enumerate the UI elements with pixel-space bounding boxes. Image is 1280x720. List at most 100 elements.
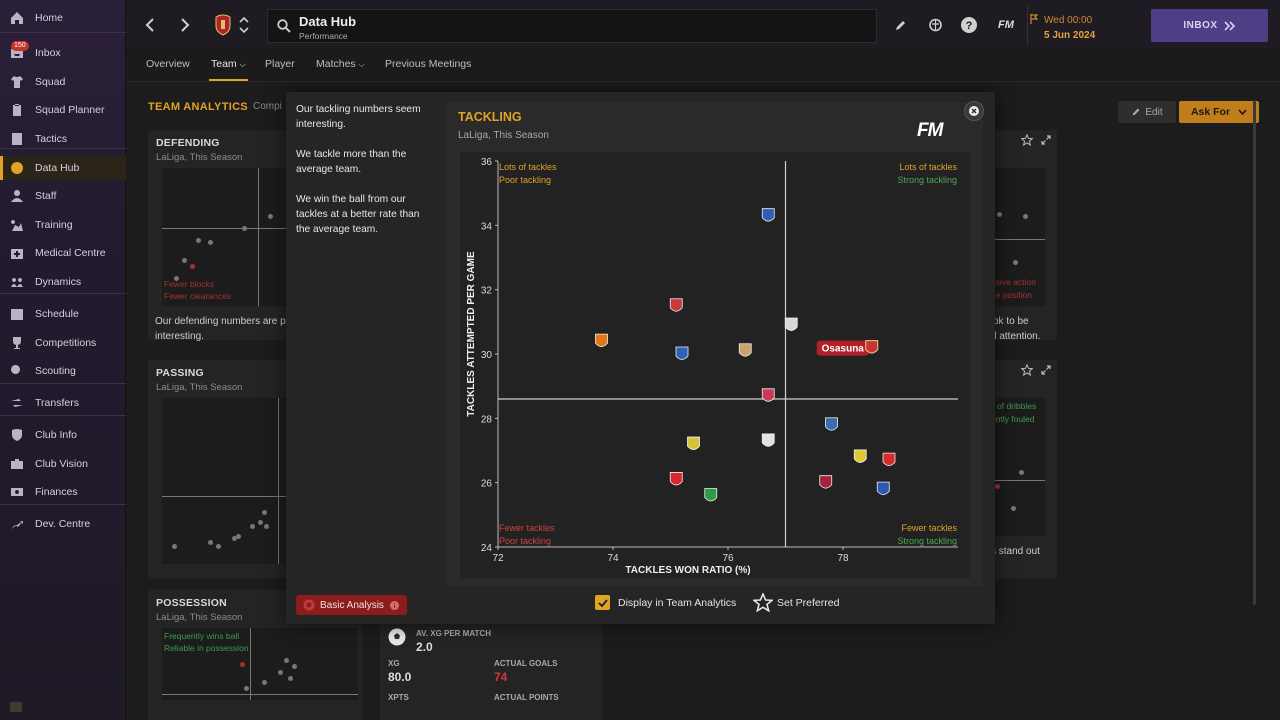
- status-indicator-icon[interactable]: [10, 702, 22, 712]
- sidebar-item-medical-centre[interactable]: Medical Centre: [0, 241, 126, 265]
- shirt-icon: [9, 74, 25, 90]
- team-crest-point[interactable]: [761, 208, 775, 222]
- sidebar-divider: [0, 148, 126, 149]
- sidebar: Home 150 Inbox Squad Squad Planner Tactics Dat…: [0, 0, 126, 720]
- search-box[interactable]: Data Hub Performance: [267, 9, 877, 43]
- sidebar-item-club-info[interactable]: Club Info: [0, 423, 126, 447]
- chevron-updown-icon: [239, 16, 249, 34]
- date-block[interactable]: Wed 00:00 5 Jun 2024: [1027, 6, 1147, 46]
- team-crest-point[interactable]: [687, 436, 700, 450]
- sidebar-item-scouting[interactable]: Scouting: [0, 359, 126, 383]
- sidebar-item-club-vision[interactable]: Club Vision: [0, 452, 126, 476]
- sidebar-item-dev-centre[interactable]: Dev. Centre: [0, 512, 126, 536]
- sidebar-item-label: Squad Planner: [35, 104, 105, 116]
- continue-inbox-button[interactable]: INBOX: [1151, 9, 1268, 42]
- transfers-icon: [9, 395, 25, 411]
- team-crest-point[interactable]: [882, 452, 896, 467]
- right-panel-top[interactable]: nsive action ne position ok to be d atte…: [991, 130, 1057, 342]
- team-crest-point[interactable]: [853, 449, 867, 463]
- panel-text: interesting.: [155, 331, 204, 342]
- sidebar-item-label: Competitions: [35, 337, 97, 349]
- panel-text: s stand out: [991, 546, 1040, 557]
- y-tick-label: 26: [481, 479, 493, 490]
- star-icon: [753, 593, 773, 612]
- tab-player[interactable]: Player: [265, 58, 295, 70]
- sidebar-item-tactics[interactable]: Tactics: [0, 127, 126, 151]
- tab-matches-label: Matches: [316, 58, 356, 70]
- sidebar-item-competitions[interactable]: Competitions: [0, 331, 126, 355]
- team-crest-point[interactable]: [738, 343, 752, 357]
- sidebar-item-squad[interactable]: Squad: [0, 70, 126, 94]
- edit-pencil-button[interactable]: [892, 17, 908, 33]
- club-badge-button[interactable]: [211, 12, 235, 38]
- quadrant-label: ne position: [991, 290, 1033, 300]
- forward-button[interactable]: [174, 12, 196, 38]
- brain-button[interactable]: [927, 17, 943, 33]
- sidebar-item-finances[interactable]: Finances: [0, 480, 126, 504]
- x-axis-label: TACKLES WON RATIO (%): [625, 565, 750, 576]
- sidebar-item-label: Schedule: [35, 308, 79, 320]
- y-axis-label: TACKLES ATTEMPTED PER GAME: [466, 251, 477, 417]
- x-tick-label: 76: [722, 553, 734, 564]
- help-button[interactable]: ?: [961, 17, 977, 33]
- y-tick-label: 28: [481, 414, 493, 425]
- team-crest-point[interactable]: [825, 417, 838, 431]
- page-title: TEAM ANALYTICS: [148, 101, 248, 113]
- fm-menu-button[interactable]: FM: [998, 19, 1014, 31]
- edit-button[interactable]: Edit: [1118, 101, 1176, 123]
- sidebar-item-schedule[interactable]: Schedule: [0, 302, 126, 326]
- club-crest-icon: [215, 14, 231, 36]
- basic-analysis-button[interactable]: Basic Analysis: [296, 595, 407, 615]
- scrollbar[interactable]: [1253, 100, 1256, 605]
- sidebar-item-training[interactable]: Training: [0, 213, 126, 237]
- chevron-right-icon: [181, 18, 190, 32]
- team-crest-point[interactable]: [876, 481, 890, 495]
- info-icon[interactable]: [389, 600, 399, 610]
- back-button[interactable]: [139, 12, 161, 38]
- sidebar-item-transfers[interactable]: Transfers: [0, 391, 126, 415]
- set-preferred-button[interactable]: Set Preferred: [753, 593, 839, 612]
- sidebar-item-squad-planner[interactable]: Squad Planner: [0, 98, 126, 122]
- star-icon[interactable]: [1021, 134, 1033, 146]
- team-crest-point[interactable]: [675, 346, 689, 360]
- team-crest-point[interactable]: [669, 298, 683, 312]
- mini-plot: nsive action ne position: [991, 168, 1045, 306]
- highlighted-team-point[interactable]: Osasuna: [816, 340, 879, 356]
- stat-value: 74: [494, 670, 508, 684]
- panel-subtitle: LaLiga, This Season: [156, 382, 243, 393]
- team-crest-point[interactable]: [761, 388, 775, 402]
- tab-matches[interactable]: Matches ⌵: [316, 58, 365, 70]
- team-crest-point[interactable]: [819, 475, 833, 489]
- display-in-team-analytics-checkbox[interactable]: Display in Team Analytics: [595, 595, 736, 610]
- close-button[interactable]: [964, 101, 984, 121]
- stat-value: 2.0: [416, 640, 433, 654]
- team-crest-point[interactable]: [704, 488, 718, 502]
- team-crest-point[interactable]: [761, 433, 775, 447]
- sidebar-item-staff[interactable]: Staff: [0, 184, 126, 208]
- club-switch-button[interactable]: [237, 12, 251, 38]
- tab-previous-meetings[interactable]: Previous Meetings: [385, 58, 472, 70]
- tab-team[interactable]: Team ⌵: [209, 58, 248, 81]
- svg-text:?: ?: [966, 20, 973, 32]
- home-icon: [9, 10, 25, 26]
- right-panel-mid[interactable]: of dribbles ently fouled s stand out: [991, 360, 1057, 578]
- sidebar-divider: [0, 293, 126, 294]
- sidebar-item-dynamics[interactable]: Dynamics: [0, 270, 126, 294]
- sidebar-item-inbox[interactable]: 150 Inbox: [0, 41, 126, 65]
- medical-icon: [9, 245, 25, 261]
- sidebar-item-label: Transfers: [35, 397, 79, 409]
- panel-text: d attention.: [991, 331, 1041, 342]
- star-icon[interactable]: [1021, 364, 1033, 376]
- team-crest-point[interactable]: [595, 333, 608, 348]
- sidebar-item-label: Home: [35, 12, 64, 24]
- ask-for-button[interactable]: Ask For: [1179, 101, 1259, 123]
- sidebar-item-home[interactable]: Home: [0, 6, 126, 30]
- expand-icon[interactable]: [1041, 365, 1051, 375]
- team-crest-point[interactable]: [784, 317, 798, 331]
- tab-overview[interactable]: Overview: [146, 58, 190, 70]
- team-crest-point[interactable]: [669, 472, 683, 486]
- expand-icon[interactable]: [1041, 135, 1051, 145]
- sidebar-item-data-hub[interactable]: Data Hub: [0, 156, 126, 180]
- double-chevron-right-icon: [1224, 20, 1235, 31]
- xg-panel[interactable]: AV. XG PER MATCH 2.0 XG 80.0 ACTUAL GOAL…: [380, 622, 602, 720]
